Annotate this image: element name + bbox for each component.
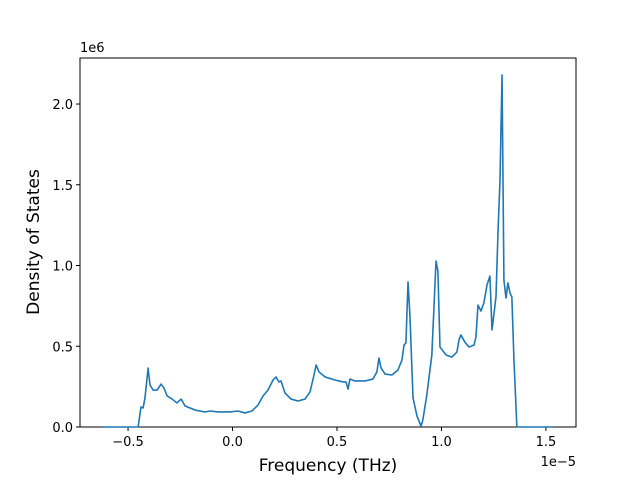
x-offset-label: 1e−5: [541, 455, 576, 470]
axes-frame: [79, 57, 577, 428]
x-tick-label: 0.0: [222, 435, 243, 450]
line: [101, 74, 553, 428]
x-axis-label: Frequency (THz): [259, 456, 398, 476]
x-tick-label: 0.5: [327, 435, 348, 450]
y-offset-label: 1e6: [80, 41, 105, 56]
y-tick-label: 0.0: [52, 421, 73, 436]
x-tick-label: −0.5: [112, 435, 144, 450]
y-axis-label: Density of States: [24, 169, 44, 315]
x-tick-label: 1.5: [536, 435, 557, 450]
x-tick-label: 1.0: [431, 435, 452, 450]
y-tick-label: 2.0: [52, 98, 73, 113]
y-tick-label: 1.5: [52, 179, 73, 194]
y-tick-label: 0.5: [52, 340, 73, 355]
y-tick-label: 1.0: [52, 260, 73, 275]
